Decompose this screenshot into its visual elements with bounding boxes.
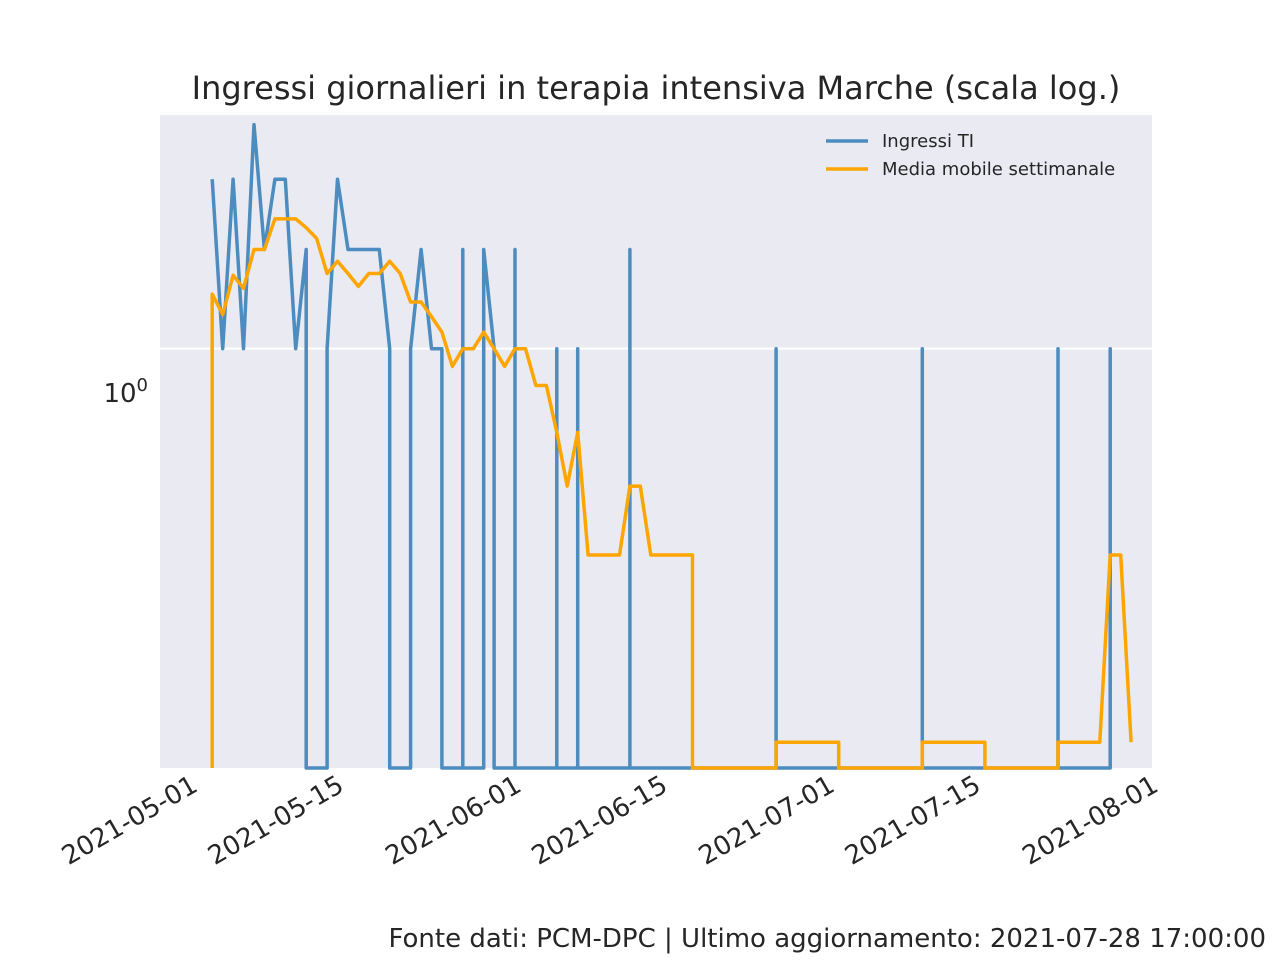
series-line-media	[210, 217, 1133, 770]
legend: Ingressi TI Media mobile settimanale	[826, 131, 1115, 180]
chart-title: Ingressi giornalieri in terapia intensiv…	[192, 69, 1121, 107]
x-tick-label: 2021-05-01	[57, 770, 203, 872]
x-tick-label: 2021-07-15	[840, 770, 986, 872]
y-tick-label: 100	[103, 375, 148, 409]
x-tick-label: 2021-07-01	[694, 770, 840, 872]
x-tick-label: 2021-06-01	[381, 770, 527, 872]
source-footer: Fonte dati: PCM-DPC | Ultimo aggiornamen…	[388, 924, 1267, 954]
x-tick-label: 2021-08-01	[1018, 770, 1164, 872]
legend-label-ingressi: Ingressi TI	[882, 131, 974, 152]
legend-label-media: Media mobile settimanale	[882, 159, 1115, 180]
x-tick-label: 2021-06-15	[527, 770, 673, 872]
x-tick-label: 2021-05-15	[203, 770, 349, 872]
plot-area	[160, 115, 1152, 768]
series-line-ingressi	[210, 122, 1112, 770]
